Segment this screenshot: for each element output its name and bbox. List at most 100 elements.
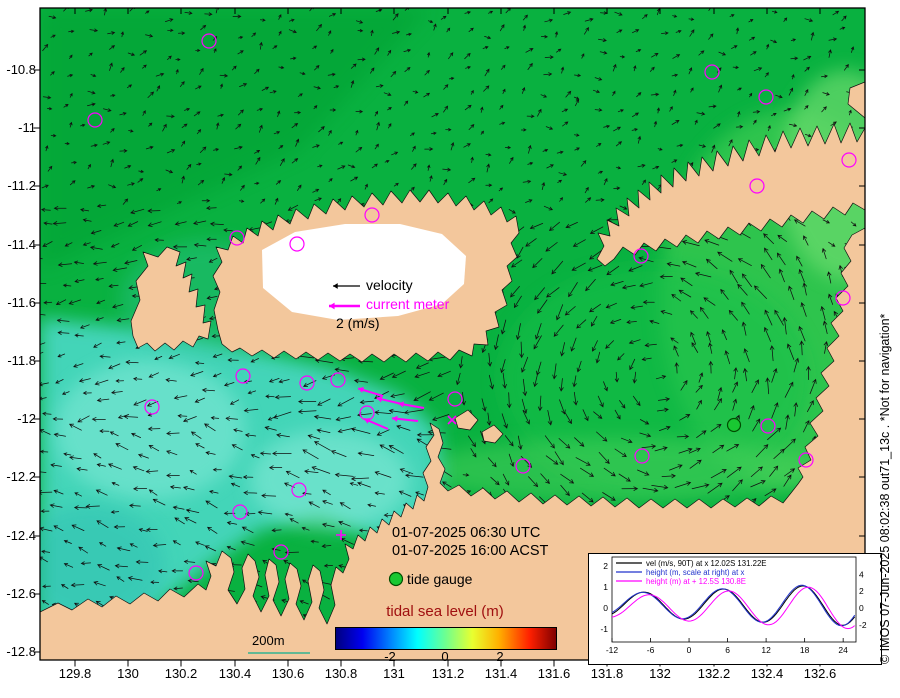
inset-right-tick-label: 4	[859, 569, 864, 579]
x-station-marker	[447, 415, 457, 425]
current-meter-station-marker	[87, 112, 103, 128]
y-tick-label: -11.6	[7, 295, 36, 310]
colorbar-tick-label: 2	[496, 649, 504, 664]
current-meter-station-marker	[798, 452, 814, 468]
inset-left-tick-label: -1	[600, 624, 608, 634]
inset-chart: -12 -6 0 6 12 18 24 2 1 0 -1 4 2 0 -2 vel (m/s, 90T) at…	[588, 553, 882, 665]
current-meter-station-marker	[330, 372, 346, 388]
y-tick-label: -11.4	[7, 237, 36, 252]
velocity-legend-label: velocity	[366, 277, 413, 293]
inset-x-tick-label: 6	[725, 645, 730, 655]
inset-x-tick-label: 12	[761, 645, 771, 655]
x-tick-label: 131.2	[431, 666, 465, 681]
current-meter-station-marker	[633, 248, 649, 264]
land-polygon	[130, 246, 212, 352]
x-tick-label: 131.4	[484, 666, 518, 681]
x-tick-label: 132.4	[750, 666, 784, 681]
land-polygon	[454, 409, 479, 431]
no-data-region	[262, 224, 466, 320]
axis-ticks-layer	[33, 8, 865, 667]
current-meter-station-marker	[235, 368, 251, 384]
x-tick-label: 131	[383, 666, 405, 681]
timestamp-acst: 01-07-2025 16:00 ACST	[392, 543, 549, 559]
inset-x-tick-label: -6	[647, 645, 655, 655]
current-meter-station-marker	[229, 230, 245, 246]
tide-gauge-label: tide gauge	[407, 571, 473, 587]
current-meter-station-marker	[201, 33, 217, 49]
scalebar-line	[248, 652, 310, 654]
x-tick-label: 130.8	[324, 666, 358, 681]
station-markers-layer	[87, 33, 857, 587]
y-tick-label: -12	[17, 411, 36, 426]
inset-series-line	[612, 584, 856, 627]
tide-gauge-marker	[388, 571, 404, 587]
land-polygon	[481, 424, 504, 444]
x-tick-label: 131.8	[590, 666, 624, 681]
inset-left-tick-label: 0	[603, 603, 608, 613]
y-tick-label: -12.2	[6, 469, 36, 484]
y-tick-label: -12.6	[6, 586, 36, 601]
land-polygon	[847, 81, 865, 119]
current-meter-station-marker	[144, 399, 160, 415]
inset-left-tick-label: 1	[603, 582, 608, 592]
inset-legend-label: height (m, scale at right) at x	[646, 568, 744, 577]
x-tick-label: 130	[117, 666, 139, 681]
current-meter-station-marker	[289, 236, 305, 252]
current-meter-station-marker	[760, 418, 776, 434]
y-tick-label: -11.2	[7, 178, 36, 193]
y-tick-label: -11	[18, 120, 36, 135]
x-tick-label: 130.4	[218, 666, 252, 681]
y-tick-label: -12.8	[6, 644, 36, 659]
x-tick-label: 130.6	[271, 666, 305, 681]
x-tick-label: 132.2	[697, 666, 731, 681]
inset-right-tick-label: -2	[859, 620, 867, 630]
inset-x-tick-label: 24	[838, 645, 848, 655]
inset-x-tick-label: -12	[606, 645, 619, 655]
inset-x-tick-label: 0	[687, 645, 692, 655]
tide-gauge-marker	[726, 417, 742, 433]
land-layer	[40, 81, 865, 660]
x-tick-label: 132.6	[803, 666, 837, 681]
current-meter-station-marker	[364, 207, 380, 223]
current-meter-station-marker	[273, 544, 289, 560]
current-meter-station-marker	[758, 89, 774, 105]
plus-station-marker	[336, 530, 346, 540]
y-tick-label: -12.4	[6, 528, 36, 543]
current-meter-station-marker	[634, 448, 650, 464]
x-tick-label: 132	[649, 666, 671, 681]
current-meter-station-marker	[232, 504, 248, 520]
colorbar-gradient	[335, 627, 557, 650]
land-polygon	[596, 122, 865, 267]
current-meter-station-marker	[515, 458, 531, 474]
current-meter-legend-label: current meter	[366, 296, 450, 312]
current-meter-station-marker	[447, 391, 463, 407]
current-meter-station-marker	[704, 64, 720, 80]
x-tick-label: 130.2	[164, 666, 198, 681]
current-meter-station-marker	[291, 482, 307, 498]
inset-left-tick-label: 2	[603, 561, 608, 571]
current-meter-station-marker	[841, 152, 857, 168]
inset-legend-label: height (m) at + 12.5S 130.8E	[646, 577, 746, 586]
land-polygon	[40, 227, 865, 660]
x-tick-label: 129.8	[58, 666, 92, 681]
inset-right-tick-label: 2	[859, 586, 864, 596]
velocity-scale-label: 2 (m/s)	[336, 315, 380, 331]
timestamp-utc: 01-07-2025 06:30 UTC	[392, 525, 541, 541]
colorbar-title: tidal sea level (m)	[386, 603, 504, 620]
watermark-text: © IMOS 07-Jun-2025 08:02:38 out71_13c . …	[878, 313, 892, 664]
current-meter-station-marker	[299, 375, 315, 391]
current-meter-station-marker	[188, 565, 204, 581]
scalebar-label: 200m	[252, 633, 285, 648]
inset-x-tick-label: 18	[800, 645, 810, 655]
colorbar-tick-label: 0	[441, 649, 449, 664]
y-tick-label: -10.8	[6, 62, 36, 77]
current-meter-station-marker	[835, 290, 851, 306]
inset-series-line	[612, 586, 856, 630]
inset-right-tick-label: 0	[859, 603, 864, 613]
x-tick-label: 131.6	[537, 666, 571, 681]
plot-frame	[39, 7, 866, 661]
y-tick-label: -11.8	[7, 353, 36, 368]
colorbar-tick-label: -2	[384, 649, 396, 664]
